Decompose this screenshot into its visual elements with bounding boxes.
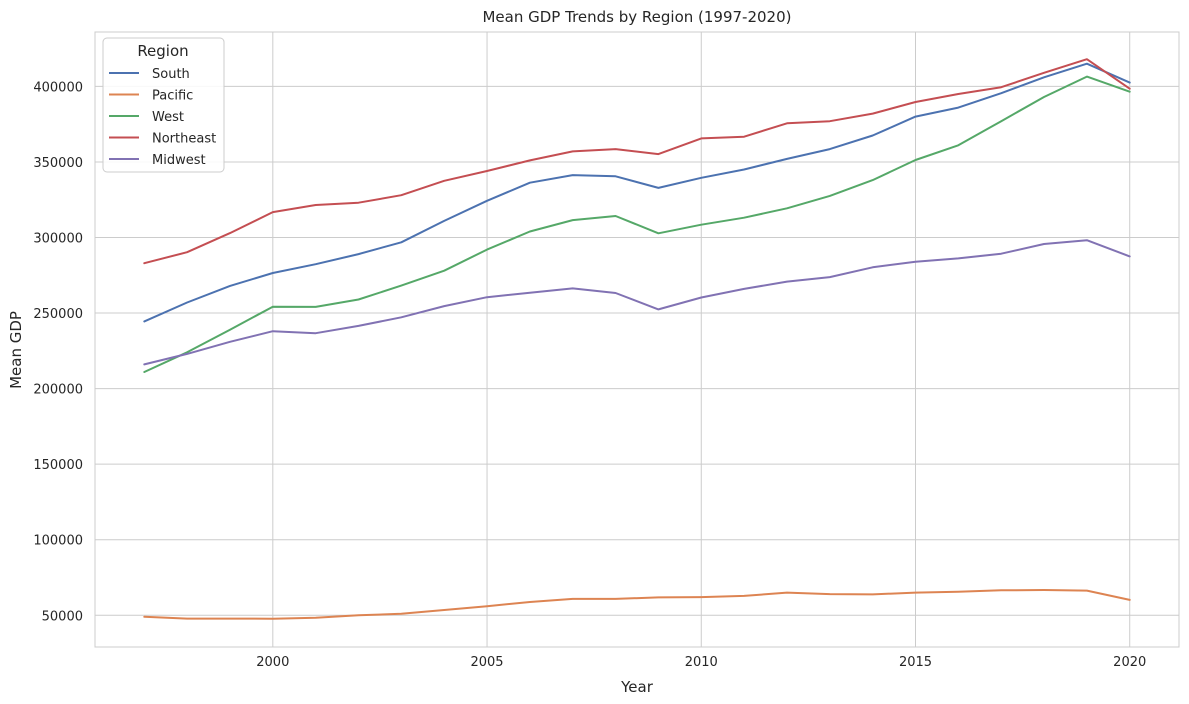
legend-label-south: South [152, 67, 190, 82]
y-axis-title: Mean GDP [7, 311, 25, 389]
x-tick-label: 2010 [685, 655, 718, 670]
tick-labels: 2000 2005 2010 2015 2020 50000 100000 150000 200… [33, 80, 1146, 670]
legend-label-northeast: Northeast [152, 132, 216, 147]
x-axis-title: Year [620, 678, 654, 696]
series-lines [143, 58, 1131, 620]
series-line-midwest [143, 239, 1131, 366]
y-tick-label: 150000 [33, 458, 83, 473]
y-tick-label: 50000 [42, 609, 83, 624]
y-tick-label: 400000 [33, 80, 83, 95]
series-line-northeast [143, 58, 1131, 265]
y-tick-label: 200000 [33, 383, 83, 398]
legend-title: Region [137, 42, 188, 60]
y-tick-label: 250000 [33, 307, 83, 322]
chart-title: Mean GDP Trends by Region (1997-2020) [482, 8, 791, 26]
series-line-pacific [143, 589, 1131, 620]
legend-label-midwest: Midwest [152, 153, 206, 168]
legend-label-west: West [152, 110, 184, 125]
grid [95, 32, 1179, 647]
x-tick-label: 2005 [470, 655, 503, 670]
legend: Region South Pacific West Northeast Midwest [102, 37, 225, 173]
y-tick-label: 300000 [33, 232, 83, 247]
y-tick-label: 100000 [33, 534, 83, 549]
y-tick-label: 350000 [33, 156, 83, 171]
x-tick-label: 2000 [256, 655, 289, 670]
series-line-south [143, 62, 1131, 323]
x-tick-label: 2020 [1113, 655, 1146, 670]
series-line-west [143, 75, 1131, 373]
plot-area [94, 31, 1180, 648]
x-tick-label: 2015 [899, 655, 932, 670]
legend-label-pacific: Pacific [152, 89, 193, 104]
